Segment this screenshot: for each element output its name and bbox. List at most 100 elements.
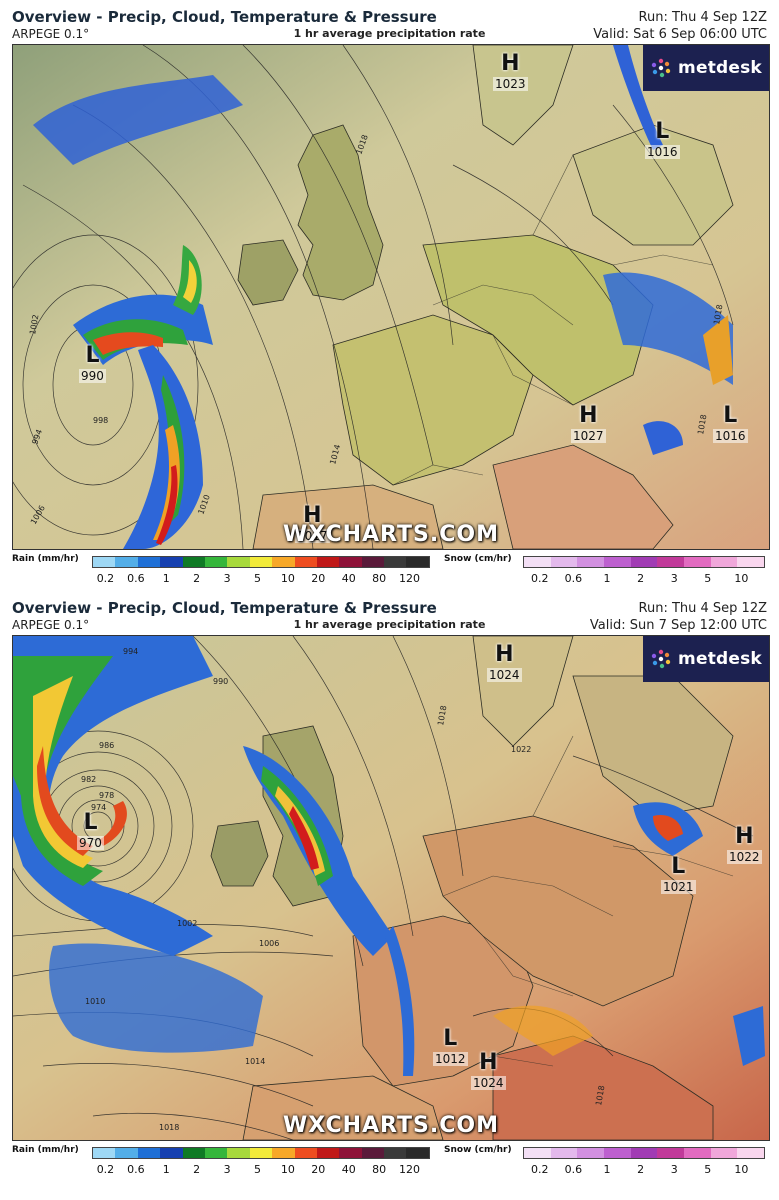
- pressure-high-centre: H 1024: [487, 644, 522, 682]
- colorbar-tick-label: 10: [734, 1163, 749, 1176]
- colorbar-tick-label: 10: [734, 572, 749, 585]
- colorbar-tick-label: 1: [162, 1163, 170, 1176]
- colorbar-swatch: [737, 557, 764, 567]
- colorbar-swatch: [339, 1148, 362, 1158]
- pressure-value: 970: [77, 836, 104, 850]
- forecast-map: metdesk L 990 H 1023 L 1016 H 1027 L 101…: [12, 44, 770, 550]
- pressure-value: 1021: [661, 880, 696, 894]
- colorbar-tick-label: 0.6: [564, 572, 583, 585]
- pressure-letter: L: [723, 403, 738, 428]
- rain-colorbar: [92, 556, 430, 568]
- colorbar-tick-label: 40: [341, 572, 356, 585]
- colorbar-swatch: [406, 557, 429, 567]
- colorbar-tick-label: 1: [603, 1163, 611, 1176]
- colorbar-tick-label: 0.2: [96, 572, 115, 585]
- bottom-map-panel: Overview - Precip, Cloud, Temperature & …: [0, 591, 779, 1181]
- model-name: ARPEGE 0.1°: [12, 27, 90, 41]
- pressure-value: 1024: [487, 668, 522, 682]
- colorbar-swatch: [204, 1148, 228, 1158]
- colorbar-swatch: [630, 557, 658, 567]
- colorbar-tick-label: 5: [704, 1163, 712, 1176]
- colorbar-swatch: [737, 1148, 764, 1158]
- colorbar-swatch: [630, 1148, 658, 1158]
- colorbar-swatch: [272, 557, 295, 567]
- colorbar-tick-label: 10: [280, 572, 295, 585]
- pressure-value: 1016: [713, 429, 748, 443]
- metdesk-logo-text: metdesk: [678, 58, 762, 78]
- pressure-letter: H: [501, 51, 520, 76]
- forecast-map: metdesk L 970 H 1024 L 1021 H 1022 L 101…: [12, 635, 770, 1141]
- metdesk-logo: metdesk: [643, 636, 769, 682]
- valid-time: Valid: Sun 7 Sep 12:00 UTC: [589, 618, 767, 633]
- rain-legend-label: Rain (mm/hr): [12, 554, 79, 564]
- rain-ticks: 0.2 0.6 1 2 3 5 10 20 40 80 120: [92, 1163, 428, 1177]
- colorbar-swatch: [316, 557, 340, 567]
- colorbar-tick-label: 1: [603, 572, 611, 585]
- metdesk-logo-icon: [650, 57, 672, 79]
- pressure-letter: H: [735, 824, 754, 849]
- colorbar-swatch: [294, 1148, 317, 1158]
- valid-time: Valid: Sat 6 Sep 06:00 UTC: [593, 27, 767, 42]
- colorbar-tick-label: 80: [372, 1163, 387, 1176]
- pressure-letter: H: [579, 403, 598, 428]
- pressure-letter: H: [495, 642, 514, 667]
- product-name: 1 hr average precipitation rate: [293, 618, 486, 631]
- colorbar-swatch: [115, 557, 138, 567]
- legend: Rain (mm/hr) 0.2 0.6 1 2 3 5 10 20 40 80 120 Snow …: [0, 552, 779, 588]
- chart-title: Overview - Precip, Cloud, Temperature & …: [12, 8, 437, 26]
- colorbar-tick-label: 3: [223, 1163, 231, 1176]
- colorbar-swatch: [710, 1148, 738, 1158]
- colorbar-swatch: [603, 557, 631, 567]
- colorbar-tick-label: 20: [311, 572, 326, 585]
- rain-colorbar: [92, 1147, 430, 1159]
- colorbar-tick-label: 120: [399, 572, 421, 585]
- pressure-low-centre: L 1012: [433, 1028, 468, 1066]
- snow-ticks: 0.2 0.6 1 2 3 5 10: [523, 1163, 763, 1177]
- colorbar-swatch: [160, 1148, 183, 1158]
- colorbar-tick-label: 2: [193, 1163, 201, 1176]
- colorbar-swatch: [524, 557, 551, 567]
- pressure-letter: L: [655, 119, 670, 144]
- rain-legend-label: Rain (mm/hr): [12, 1145, 79, 1155]
- pressure-high-centre: H 1027: [571, 405, 606, 443]
- colorbar-swatch: [272, 1148, 295, 1158]
- colorbar-tick-label: 0.6: [127, 572, 145, 585]
- colorbar-swatch: [137, 1148, 161, 1158]
- colorbar-swatch: [115, 1148, 138, 1158]
- run-time: Run: Thu 4 Sep 12Z: [638, 601, 767, 616]
- colorbar-tick-label: 3: [670, 572, 678, 585]
- borders: [392, 154, 714, 486]
- colorbar-swatch: [227, 1148, 250, 1158]
- snow-colorbar: [523, 1147, 765, 1159]
- colorbar-tick-label: 80: [372, 572, 387, 585]
- colorbar-tick-label: 5: [704, 572, 712, 585]
- colorbar-swatch: [361, 1148, 385, 1158]
- precipitation-bands: [33, 45, 733, 549]
- pressure-high-centre: H 1023: [493, 53, 528, 91]
- colorbar-swatch: [182, 1148, 205, 1158]
- colorbar-swatch: [710, 557, 738, 567]
- colorbar-swatch: [683, 557, 711, 567]
- colorbar-swatch: [339, 557, 362, 567]
- pressure-letter: L: [83, 810, 98, 835]
- pressure-value: 1016: [645, 145, 680, 159]
- colorbar-tick-label: 3: [223, 572, 231, 585]
- pressure-low-centre: L 1021: [661, 856, 696, 894]
- metdesk-logo: metdesk: [643, 45, 769, 91]
- colorbar-tick-label: 1: [162, 572, 170, 585]
- colorbar-swatch: [683, 1148, 711, 1158]
- colorbar-tick-label: 2: [637, 1163, 645, 1176]
- colorbar-swatch: [384, 1148, 407, 1158]
- legend: Rain (mm/hr) 0.2 0.6 1 2 3 5 10 20 40 80 120 Snow …: [0, 1143, 779, 1179]
- colorbar-tick-label: 40: [341, 1163, 356, 1176]
- map-graphic: [13, 45, 769, 549]
- pressure-value: 1022: [727, 850, 762, 864]
- rain-ticks: 0.2 0.6 1 2 3 5 10 20 40 80 120: [92, 572, 428, 586]
- colorbar-tick-label: 2: [637, 572, 645, 585]
- colorbar-swatch: [406, 1148, 429, 1158]
- colorbar-swatch: [657, 1148, 684, 1158]
- pressure-value: 990: [79, 369, 106, 383]
- snow-legend-label: Snow (cm/hr): [444, 1145, 512, 1155]
- pressure-letter: L: [443, 1026, 458, 1051]
- pressure-low-centre: L 990: [79, 345, 106, 383]
